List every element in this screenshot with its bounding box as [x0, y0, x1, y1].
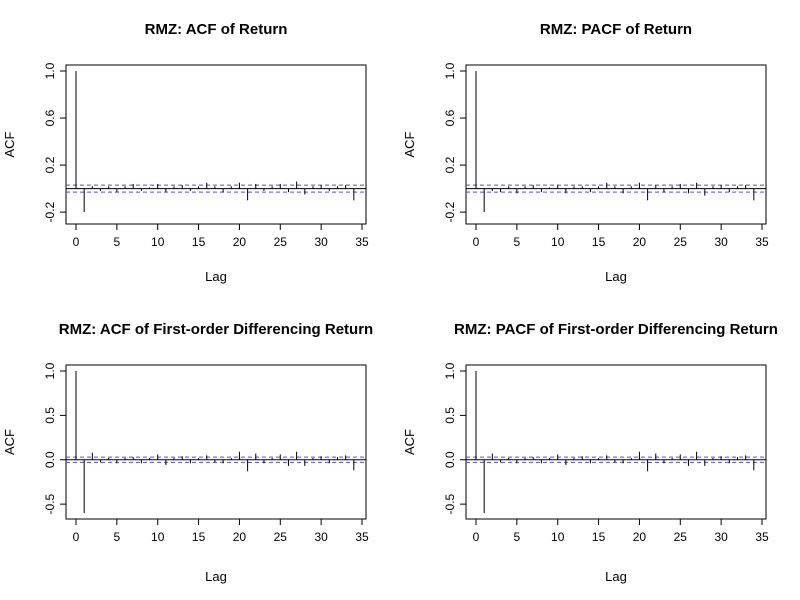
x-tick-label: 0	[473, 530, 480, 544]
x-tick-label: 35	[355, 530, 369, 544]
x-tick-label: 15	[192, 530, 206, 544]
x-axis-label: Lag	[605, 269, 627, 284]
y-tick-label: 1.0	[43, 362, 57, 379]
y-axis-label: ACF	[402, 429, 417, 455]
x-tick-label: 35	[755, 235, 769, 249]
y-tick-label: -0.5	[443, 493, 457, 514]
x-tick-label: 15	[192, 235, 206, 249]
x-tick-label: 20	[233, 530, 247, 544]
y-tick-label: 1.0	[443, 62, 457, 79]
x-tick-label: 10	[151, 530, 165, 544]
x-tick-label: 0	[73, 235, 80, 249]
x-tick-label: 10	[151, 235, 165, 249]
chart-title: RMZ: ACF of First-order Differencing Ret…	[59, 321, 373, 338]
chart-panel-4: RMZ: PACF of First-order Differencing Re…	[402, 321, 778, 584]
y-tick-label: 1.0	[443, 362, 457, 379]
chart-panel-2: RMZ: PACF of Return 0 5 10 15 20 25 30 35 -0.2 0.2…	[402, 21, 769, 284]
x-axis-label: Lag	[205, 269, 227, 284]
plot-frame	[465, 64, 767, 225]
chart-panel-1: RMZ: ACF of Return 0 5 10 15 20 25 30 35 -0.2 0.2 0…	[2, 21, 369, 284]
plot-frame	[65, 64, 367, 225]
y-tick-label: 0.5	[43, 407, 57, 424]
x-tick-label: 30	[714, 235, 728, 249]
x-tick-label: 0	[473, 235, 480, 249]
y-axis-label: ACF	[2, 131, 17, 157]
x-tick-label: 15	[592, 235, 606, 249]
y-tick-label: -0.2	[443, 201, 457, 222]
y-tick-label: 0.6	[443, 109, 457, 126]
x-axis-label: Lag	[205, 569, 227, 584]
y-axis-label: ACF	[2, 429, 17, 455]
x-tick-label: 10	[551, 530, 565, 544]
chart-title: RMZ: PACF of First-order Differencing Re…	[454, 321, 778, 338]
x-tick-label: 30	[714, 530, 728, 544]
x-tick-label: 30	[314, 530, 328, 544]
y-tick-label: -0.2	[43, 201, 57, 222]
x-axis-label: Lag	[605, 569, 627, 584]
y-tick-label: 0.2	[443, 156, 457, 173]
x-tick-label: 25	[274, 530, 288, 544]
y-tick-label: 0.6	[43, 109, 57, 126]
x-tick-label: 30	[314, 235, 328, 249]
chart-panel-3: RMZ: ACF of First-order Differencing Ret…	[2, 321, 373, 584]
plot-frame	[65, 364, 367, 520]
x-tick-label: 20	[633, 530, 647, 544]
x-tick-label: 25	[674, 235, 688, 249]
x-tick-label: 25	[674, 530, 688, 544]
y-tick-label: 0.2	[43, 156, 57, 173]
x-tick-label: 0	[73, 530, 80, 544]
chart-title: RMZ: PACF of Return	[540, 21, 692, 38]
x-tick-label: 15	[592, 530, 606, 544]
x-tick-label: 5	[514, 530, 521, 544]
y-tick-label: 0.0	[43, 451, 57, 468]
x-tick-label: 35	[355, 235, 369, 249]
x-tick-label: 20	[633, 235, 647, 249]
y-axis-label: ACF	[402, 131, 417, 157]
y-tick-label: 1.0	[43, 62, 57, 79]
plot-frame	[465, 364, 767, 520]
x-tick-label: 25	[274, 235, 288, 249]
chart-title: RMZ: ACF of Return	[145, 21, 288, 38]
x-tick-label: 10	[551, 235, 565, 249]
x-tick-label: 20	[233, 235, 247, 249]
x-tick-label: 5	[114, 530, 121, 544]
x-tick-label: 5	[514, 235, 521, 249]
y-tick-label: 0.5	[443, 407, 457, 424]
x-tick-label: 35	[755, 530, 769, 544]
y-tick-label: 0.0	[443, 451, 457, 468]
x-tick-label: 5	[114, 235, 121, 249]
y-tick-label: -0.5	[43, 493, 57, 514]
